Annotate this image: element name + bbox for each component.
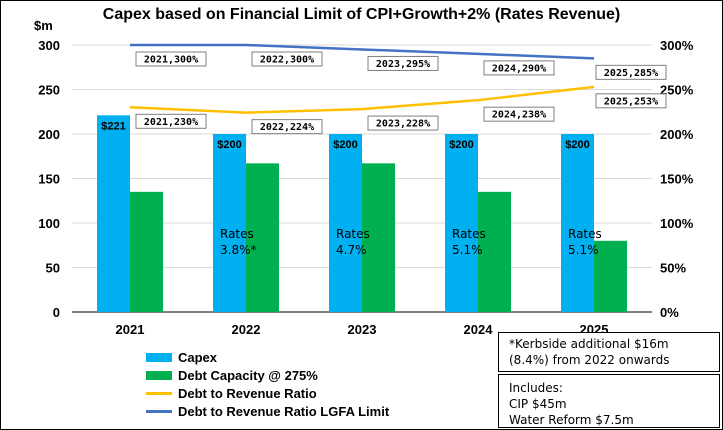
legend-label-lgfa-limit: Debt to Revenue Ratio LGFA Limit xyxy=(178,403,390,419)
y-right-tick-label: 300% xyxy=(660,38,694,53)
capex-bar-label: $200 xyxy=(565,139,589,151)
capex-bar-label: $200 xyxy=(217,139,241,151)
legend-line-debt-ratio xyxy=(146,391,172,395)
debt-ratio-data-label: 2023,228% xyxy=(376,119,430,130)
y-right-tick-label: 150% xyxy=(660,172,694,187)
capex-bar xyxy=(213,134,246,312)
chart-title: Capex based on Financial Limit of CPI+Gr… xyxy=(102,6,621,23)
lgfa-limit-data-label-box xyxy=(135,51,207,67)
debt-ratio-data-label-box xyxy=(595,93,667,109)
debt-ratio-data-label-box xyxy=(251,119,323,135)
y-left-tick-label: 200 xyxy=(38,127,60,142)
lgfa-limit-data-label: 2021,300% xyxy=(144,55,198,66)
debt-ratio-data-label: 2021,230% xyxy=(144,117,198,128)
y-left-tick-label: 50 xyxy=(46,261,60,276)
lgfa-limit-data-label: 2023,295% xyxy=(376,59,430,70)
rates-annotation-label: Rates xyxy=(220,227,254,241)
capex-bar-label: $200 xyxy=(333,139,357,151)
legend-item-debt-ratio: Debt to Revenue Ratio xyxy=(146,384,389,402)
y-right-tick-label: 50% xyxy=(660,261,686,276)
includes-note-cip: CIP $45m xyxy=(509,397,567,411)
y-right-tick-label: 0% xyxy=(660,305,679,320)
rates-annotation-value: 5.1% xyxy=(568,243,599,257)
y-left-tick-label: 0 xyxy=(53,305,60,320)
legend-item-capex: Capex xyxy=(146,348,389,366)
legend-swatch-capex xyxy=(146,352,172,362)
x-tick-label: 2024 xyxy=(464,322,494,337)
y-left-tick-label: 100 xyxy=(38,216,60,231)
y-left-tick-label: 150 xyxy=(38,172,60,187)
rates-annotation-label: Rates xyxy=(568,227,602,241)
kerbside-note-line-1: *Kerbside additional $16m xyxy=(509,337,669,351)
legend-label-capex: Capex xyxy=(178,349,218,365)
rates-annotation-label: Rates xyxy=(336,227,370,241)
debt-ratio-data-label: 2025,253% xyxy=(604,96,658,107)
debt-capacity-bar xyxy=(478,191,511,312)
y-right-tick-label: 250% xyxy=(660,83,694,98)
capex-bar xyxy=(445,134,478,312)
lgfa-limit-data-label: 2024,290% xyxy=(492,63,546,74)
debt-ratio-line xyxy=(129,85,595,114)
rates-annotation-value: 4.7% xyxy=(336,243,367,257)
includes-note-water-reform: Water Reform $7.5m xyxy=(509,413,634,427)
x-tick-label: 2021 xyxy=(116,322,145,337)
kerbside-note: *Kerbside additional $16m (8.4%) from 20… xyxy=(498,332,720,372)
y-right-tick-label: 200% xyxy=(660,127,694,142)
debt-ratio-data-label-box xyxy=(483,106,555,122)
lgfa-limit-data-label: 2022,300% xyxy=(260,55,314,66)
capex-bar-label: $221 xyxy=(101,120,125,132)
debt-ratio-data-label: 2024,238% xyxy=(492,110,546,121)
rates-annotation-label: Rates xyxy=(452,227,486,241)
y-left-axis-label: $m xyxy=(34,18,53,33)
debt-ratio-data-label-box xyxy=(367,115,439,131)
lgfa-limit-data-label: 2025,285% xyxy=(604,68,658,79)
legend-item-lgfa-limit: Debt to Revenue Ratio LGFA Limit xyxy=(146,402,389,420)
debt-ratio-data-label: 2022,224% xyxy=(260,122,314,133)
debt-capacity-bar xyxy=(594,240,627,312)
capex-bar-label: $200 xyxy=(449,139,473,151)
lgfa-limit-data-label-box xyxy=(595,64,667,80)
rates-annotation-value: 3.8%* xyxy=(220,243,257,257)
debt-capacity-bar xyxy=(130,191,163,312)
capex-bar xyxy=(97,115,130,312)
x-tick-label: 2023 xyxy=(348,322,377,337)
y-left-tick-label: 300 xyxy=(38,38,60,53)
legend-label-debt-ratio: Debt to Revenue Ratio xyxy=(178,385,317,401)
y-right-tick-label: 100% xyxy=(660,216,694,231)
capex-bar xyxy=(329,134,362,312)
lgfa-limit-line xyxy=(130,43,595,60)
x-tick-label: 2022 xyxy=(232,322,261,337)
kerbside-note-line-2: (8.4%) from 2022 onwards xyxy=(509,353,670,367)
chart-legend: Capex Debt Capacity @ 275% Debt to Reven… xyxy=(146,348,389,420)
debt-capacity-bar xyxy=(362,163,395,312)
legend-label-debt-capacity: Debt Capacity @ 275% xyxy=(178,367,318,383)
includes-note: Includes: CIP $45m Water Reform $7.5m xyxy=(498,374,720,428)
lgfa-limit-data-label-box xyxy=(251,51,323,67)
includes-note-heading: Includes: xyxy=(509,381,563,395)
y-left-tick-label: 250 xyxy=(38,83,60,98)
legend-swatch-debt-capacity xyxy=(146,370,172,380)
lgfa-limit-data-label-box xyxy=(483,60,555,76)
debt-capacity-bar xyxy=(246,163,279,312)
legend-item-debt-capacity: Debt Capacity @ 275% xyxy=(146,366,389,384)
capex-bar xyxy=(561,134,594,312)
legend-line-lgfa-limit xyxy=(146,409,172,413)
debt-ratio-data-label-box xyxy=(135,113,207,129)
rates-annotation-value: 5.1% xyxy=(452,243,483,257)
lgfa-limit-data-label-box xyxy=(367,55,439,71)
